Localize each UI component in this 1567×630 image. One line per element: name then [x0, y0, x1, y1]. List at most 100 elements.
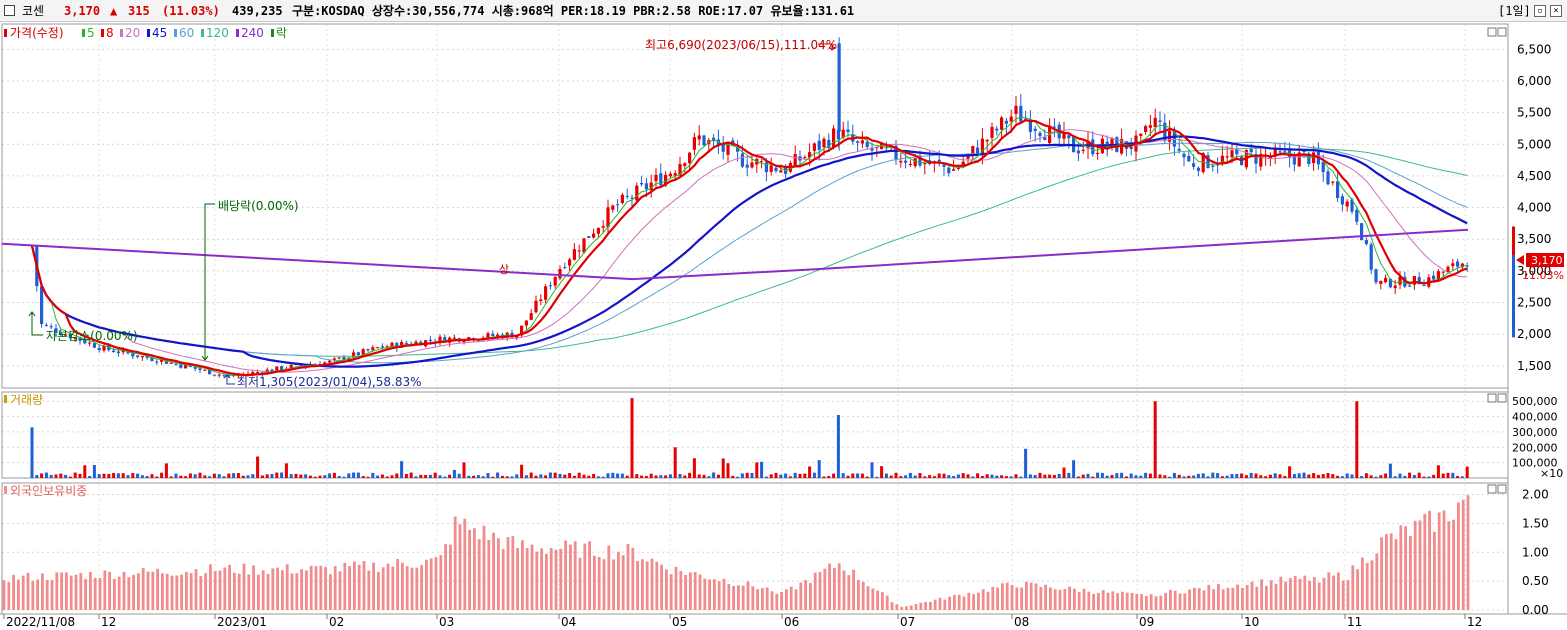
foreign-bar	[751, 586, 755, 610]
foreign-bar	[1332, 575, 1335, 610]
candle-body	[49, 326, 53, 328]
foreign-tick-label: 0.00	[1522, 603, 1549, 617]
foreign-bar	[1130, 592, 1134, 610]
candle-body	[947, 167, 951, 174]
volume-bar	[193, 474, 197, 478]
foreign-bar	[362, 561, 366, 610]
candle-body	[438, 336, 442, 342]
candle-body	[256, 372, 260, 374]
foreign-bar	[1207, 584, 1211, 610]
price-tick-label: 3,500	[1517, 232, 1551, 246]
candle-body	[88, 342, 92, 344]
candle-body	[332, 358, 336, 360]
foreign-bar	[684, 574, 687, 610]
volume-bar	[1436, 465, 1440, 478]
foreign-bar	[381, 567, 385, 610]
foreign-bar	[727, 584, 731, 610]
volume-bar	[1096, 472, 1100, 478]
foreign-bar	[511, 536, 515, 610]
foreign-bar	[41, 573, 44, 610]
volume-bar	[601, 476, 605, 478]
foreign-bar	[1260, 579, 1263, 610]
candle-body	[918, 155, 922, 166]
volume-bar	[529, 472, 533, 478]
volume-bar	[1172, 472, 1176, 478]
candle-body	[1211, 165, 1215, 167]
volume-bar	[294, 473, 298, 478]
restore-icon[interactable]: ▫	[1534, 5, 1546, 17]
volume-bar	[438, 475, 442, 478]
foreign-bar	[1197, 588, 1201, 610]
foreign-bar	[785, 589, 788, 610]
candle-body	[1062, 132, 1066, 139]
ma-legend-marker	[271, 29, 274, 37]
candle-body	[169, 362, 173, 364]
candle-body	[577, 250, 581, 252]
candle-body	[44, 325, 48, 327]
foreign-bar	[295, 573, 299, 610]
foreign-bar	[698, 574, 702, 610]
volume-bar	[587, 475, 591, 478]
foreign-bar	[506, 537, 510, 610]
x-tick-label: 02	[329, 615, 344, 629]
foreign-bar	[794, 589, 798, 610]
close-icon[interactable]: ×	[1550, 5, 1562, 17]
candle-body	[745, 164, 749, 168]
candle-body	[1321, 161, 1325, 173]
foreign-bar	[252, 565, 255, 610]
foreign-bar	[1269, 580, 1273, 610]
foreign-bar	[1044, 584, 1047, 610]
foreign-bar	[74, 574, 78, 610]
price-tick-label: 4,500	[1517, 169, 1551, 183]
foreign-bar	[1346, 580, 1350, 610]
candle-body	[716, 139, 720, 147]
volume-bar	[347, 473, 351, 478]
foreign-bar	[1140, 594, 1143, 610]
foreign-bar	[1457, 502, 1460, 610]
volume-bar	[1268, 474, 1272, 478]
foreign-bar	[1409, 535, 1412, 610]
ma8-line	[30, 119, 1468, 377]
volume-bar	[88, 476, 92, 478]
foreign-bar	[1370, 560, 1374, 610]
volume-bar	[299, 474, 303, 478]
volume-bar	[1364, 473, 1368, 478]
candle-body	[174, 363, 178, 365]
volume-bar	[419, 474, 423, 478]
candle-body	[827, 139, 831, 149]
foreign-bar	[50, 579, 54, 610]
volume-bar	[476, 475, 480, 478]
volume-bar	[44, 472, 48, 478]
candle-body	[937, 159, 941, 163]
foreign-bar	[1337, 572, 1340, 610]
candle-body	[1451, 263, 1455, 267]
volume-bar	[251, 474, 255, 478]
volume-bar	[1158, 474, 1162, 478]
volume-bar	[198, 472, 202, 478]
foreign-bar	[372, 562, 375, 610]
volume-bar	[496, 472, 500, 478]
candle-body	[980, 138, 984, 155]
volume-bar	[836, 415, 840, 478]
foreign-bar	[689, 572, 692, 610]
current-price: 3,170	[64, 4, 101, 18]
volume-bar	[30, 427, 34, 478]
candle-body	[160, 359, 164, 362]
period-selector[interactable]: [1일]	[1498, 4, 1531, 18]
candle-body	[803, 156, 807, 158]
foreign-bar	[429, 558, 433, 610]
select-checkbox[interactable]	[4, 5, 15, 16]
volume-bar	[1259, 475, 1263, 478]
candle-body	[764, 162, 768, 173]
foreign-bar	[525, 548, 529, 610]
foreign-bar	[1375, 553, 1379, 610]
foreign-bar	[26, 572, 30, 610]
foreign-bar	[871, 588, 875, 610]
candle-body	[73, 337, 77, 339]
volume-bar	[1384, 473, 1388, 478]
candle-body	[620, 194, 624, 204]
foreign-tick-label: 0.50	[1522, 574, 1549, 588]
foreign-bar	[1010, 585, 1014, 610]
volume-bar	[1177, 474, 1181, 478]
volume-bar	[380, 474, 384, 478]
